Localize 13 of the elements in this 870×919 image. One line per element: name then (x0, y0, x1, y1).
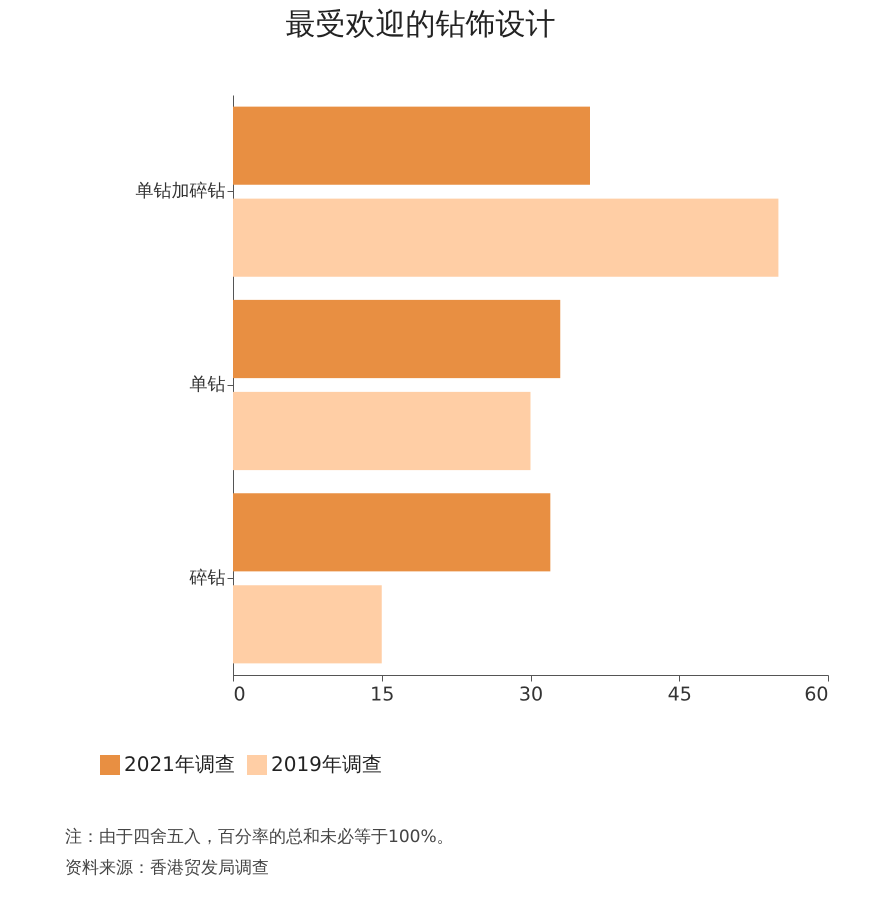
y-tick-label: 单钻加碎钻 (136, 180, 226, 202)
x-tick-label: 45 (668, 684, 692, 706)
text: 注：由于四舍五入，百分率的总和未必等于100%。 (65, 826, 454, 849)
x-tick-label: 60 (804, 684, 828, 706)
x-tick-label: 0 (234, 684, 246, 706)
y-tick-label: 单钻 (190, 374, 226, 395)
legend-label: 2021年调查 (124, 752, 235, 776)
legend-label: 2019年调查 (271, 752, 382, 776)
y-tick-label: 碎钻 (188, 567, 226, 588)
text: 资料来源：香港贸发局调查 (65, 857, 270, 880)
chart-title: 最受欢迎的钻饰设计 (286, 7, 556, 42)
x-tick-label: 15 (370, 684, 394, 706)
x-tick-label: 30 (518, 684, 544, 706)
